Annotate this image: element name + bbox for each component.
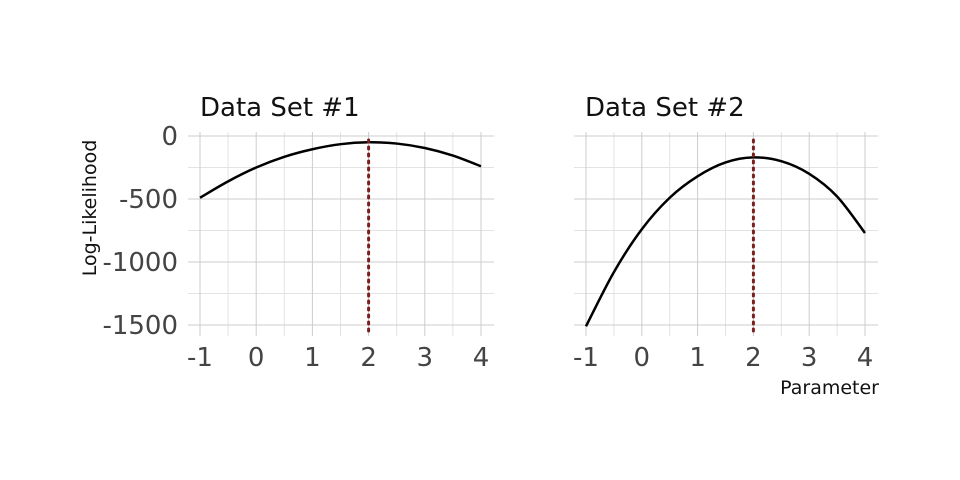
y-tick-label: -500 bbox=[119, 185, 178, 215]
x-tick-label: 4 bbox=[857, 343, 874, 373]
x-tick-label: 2 bbox=[360, 343, 377, 373]
x-tick-label: -1 bbox=[187, 343, 213, 373]
x-tick-label: 1 bbox=[304, 343, 321, 373]
x-tick-label: 1 bbox=[689, 343, 706, 373]
panel-title: Data Set #2 bbox=[585, 93, 745, 123]
x-tick-label: 0 bbox=[634, 343, 651, 373]
x-tick-label: 0 bbox=[248, 343, 265, 373]
x-tick-label: -1 bbox=[573, 343, 599, 373]
panel-title: Data Set #1 bbox=[200, 93, 360, 123]
y-tick-label: -1500 bbox=[102, 311, 178, 341]
y-axis-label: Log-Likelihood bbox=[79, 140, 101, 277]
x-tick-label: 2 bbox=[745, 343, 762, 373]
likelihood-curve bbox=[584, 156, 866, 327]
y-tick-label: 0 bbox=[161, 122, 178, 152]
x-tick-label: 3 bbox=[417, 343, 434, 373]
panel-2: Data Set #2 -1 0 1 2 3 4 bbox=[573, 93, 878, 373]
x-axis-label: Parameter bbox=[780, 377, 879, 399]
panel-1: Data Set #1 -1 0 1 2 3 4 0 -500 -1000 -1500 bbox=[102, 93, 494, 373]
likelihood-curve bbox=[199, 141, 482, 199]
x-tick-label: 3 bbox=[801, 343, 818, 373]
x-tick-label: 4 bbox=[473, 343, 490, 373]
y-tick-label: -1000 bbox=[102, 248, 178, 278]
